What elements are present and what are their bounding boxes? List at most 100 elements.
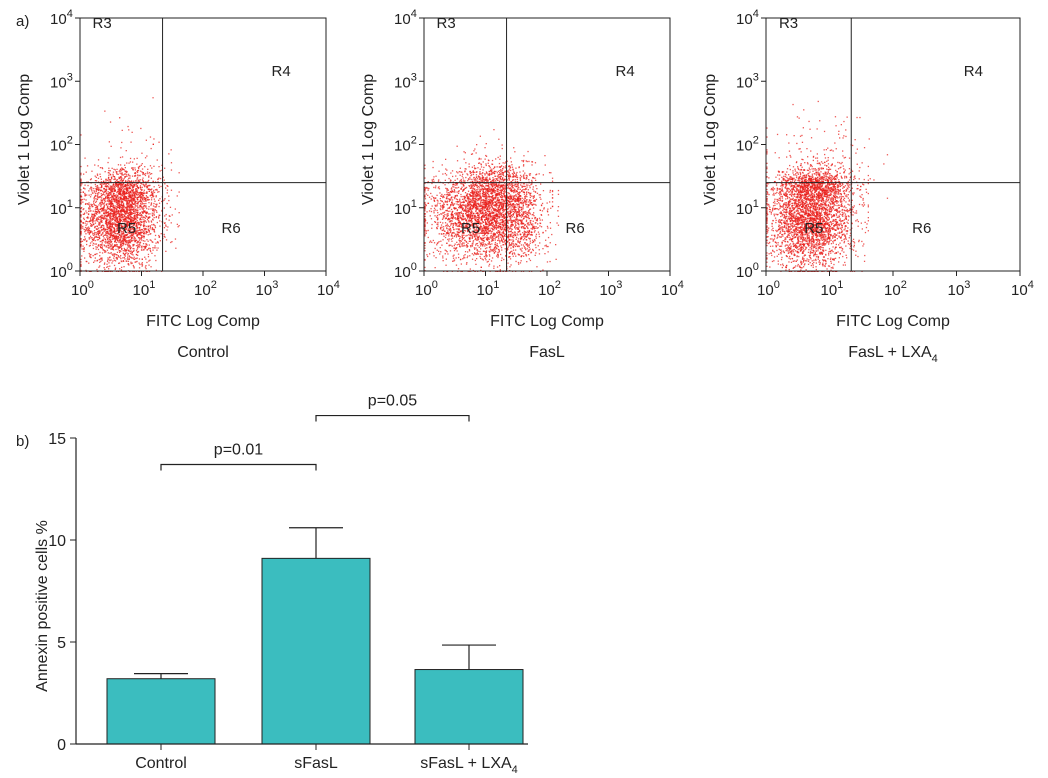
scatter-point bbox=[115, 199, 117, 202]
scatter-point bbox=[95, 236, 98, 238]
scatter-point bbox=[80, 194, 82, 196]
scatter-point bbox=[94, 195, 96, 197]
scatter-point bbox=[96, 188, 98, 190]
scatter-point bbox=[80, 265, 82, 267]
scatter-point bbox=[127, 254, 129, 256]
scatter-point bbox=[94, 192, 97, 195]
scatter-point bbox=[499, 269, 501, 271]
scatter-point bbox=[96, 195, 99, 197]
scatter-point bbox=[96, 174, 99, 176]
scatter-point bbox=[123, 229, 126, 232]
scatter-point bbox=[490, 218, 492, 220]
scatter-point bbox=[497, 156, 499, 159]
scatter-point bbox=[444, 253, 446, 255]
scatter-point bbox=[115, 201, 118, 203]
scatter-point bbox=[89, 254, 91, 256]
scatter-point bbox=[474, 214, 476, 216]
scatter-point bbox=[141, 228, 143, 231]
scatter-point bbox=[148, 172, 151, 174]
scatter-point bbox=[158, 236, 160, 238]
scatter-point bbox=[92, 234, 95, 236]
scatter-point bbox=[467, 242, 469, 244]
scatter-point bbox=[135, 188, 137, 190]
scatter-point bbox=[109, 256, 111, 258]
scatter-point bbox=[129, 235, 131, 237]
scatter-point bbox=[100, 260, 102, 262]
scatter-point bbox=[139, 174, 141, 177]
scatter-point bbox=[142, 173, 144, 176]
scatter-point bbox=[117, 216, 119, 218]
scatter-point bbox=[96, 225, 98, 227]
scatter-point bbox=[120, 246, 122, 248]
scatter-point bbox=[128, 255, 130, 257]
scatter-point bbox=[508, 231, 510, 233]
scatter-point bbox=[111, 196, 113, 198]
scatter-point bbox=[98, 221, 100, 223]
scatter-point bbox=[112, 238, 114, 241]
scatter-point bbox=[80, 220, 82, 222]
scatter-point bbox=[128, 162, 130, 164]
scatter-point bbox=[104, 222, 107, 224]
scatter-point bbox=[513, 252, 515, 254]
scatter-point bbox=[125, 250, 127, 253]
scatter-point bbox=[517, 238, 520, 240]
scatter-point bbox=[141, 189, 143, 191]
scatter-point bbox=[110, 213, 112, 215]
scatter-point bbox=[111, 201, 113, 203]
scatter-point bbox=[83, 250, 85, 252]
scatter-point bbox=[134, 238, 137, 240]
scatter-point bbox=[499, 242, 501, 244]
scatter-point bbox=[144, 214, 147, 217]
scatter-point bbox=[134, 172, 136, 174]
scatter-point bbox=[123, 192, 125, 194]
scatter-point bbox=[137, 209, 139, 211]
scatter-point bbox=[104, 189, 107, 191]
scatter-point bbox=[106, 200, 108, 202]
scatter-point bbox=[117, 187, 119, 189]
scatter-point bbox=[122, 210, 124, 213]
scatter-point bbox=[98, 235, 101, 237]
scatter-point bbox=[140, 197, 142, 199]
scatter-point bbox=[445, 209, 447, 212]
scatter-point bbox=[129, 196, 131, 198]
scatter-point bbox=[103, 229, 106, 231]
scatter-point bbox=[88, 232, 91, 234]
scatter-point bbox=[436, 249, 438, 251]
scatter-point bbox=[167, 226, 169, 228]
scatter-point bbox=[108, 180, 110, 182]
scatter-point bbox=[490, 232, 492, 234]
scatter-point bbox=[98, 192, 100, 194]
scatter-point bbox=[101, 247, 103, 250]
scatter-point bbox=[150, 203, 153, 205]
scatter-point bbox=[442, 229, 444, 231]
scatter-point bbox=[129, 206, 131, 208]
scatter-point bbox=[476, 144, 478, 146]
scatter-point bbox=[138, 233, 140, 235]
scatter-point bbox=[84, 184, 86, 186]
scatter-point bbox=[479, 183, 481, 185]
scatter-point bbox=[103, 188, 105, 190]
scatter-point bbox=[110, 190, 112, 192]
scatter-point bbox=[95, 233, 98, 236]
scatter-point bbox=[176, 195, 178, 197]
scatter-point bbox=[118, 229, 120, 231]
scatter-point bbox=[116, 251, 119, 253]
scatter-point bbox=[136, 234, 138, 236]
scatter-point bbox=[132, 195, 134, 197]
scatter-point bbox=[130, 234, 132, 237]
scatter-point bbox=[109, 170, 111, 172]
scatter-point bbox=[100, 202, 102, 204]
scatter-point bbox=[91, 241, 93, 243]
scatter-point bbox=[105, 184, 107, 186]
scatter-point bbox=[136, 202, 138, 205]
scatter-point bbox=[434, 209, 436, 211]
scatter-point bbox=[107, 244, 109, 246]
scatter-point bbox=[89, 256, 92, 258]
scatter-point bbox=[117, 217, 119, 219]
scatter-point bbox=[131, 217, 133, 219]
scatter-point bbox=[134, 183, 136, 185]
x-tick-label: 102 bbox=[194, 279, 217, 299]
scatter-point bbox=[143, 230, 145, 232]
scatter-point bbox=[101, 258, 103, 260]
scatter-point bbox=[481, 174, 483, 177]
